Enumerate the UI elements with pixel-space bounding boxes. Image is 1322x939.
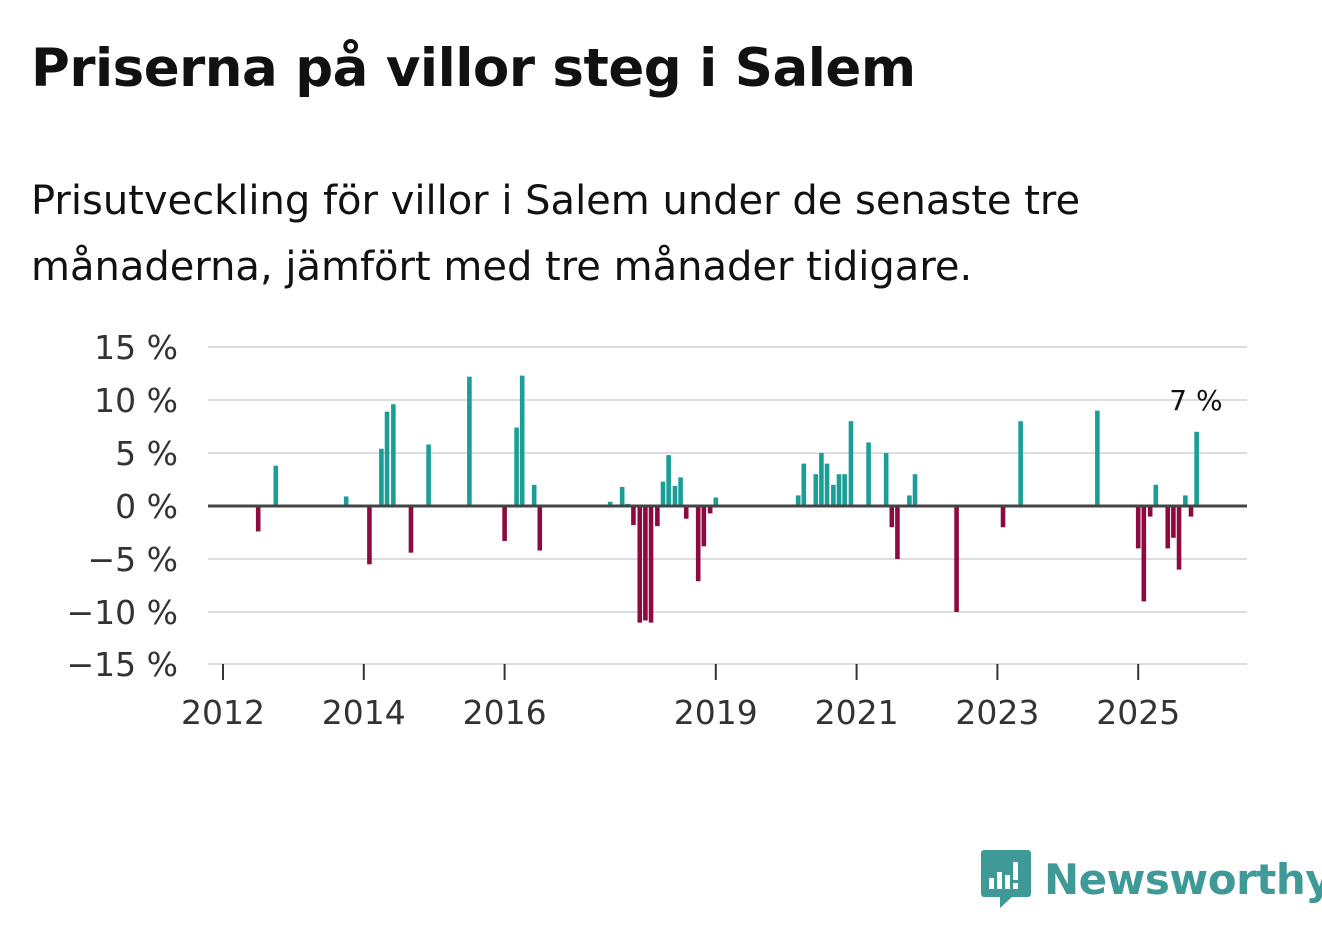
bar — [519, 375, 525, 506]
bar — [502, 506, 507, 541]
bar — [707, 506, 713, 514]
bar — [619, 486, 625, 506]
bar — [1176, 506, 1182, 570]
bar — [655, 506, 660, 527]
bar — [514, 427, 519, 506]
chart-title: Priserna på villor steg i Salem — [31, 38, 916, 99]
x-tick-label: 2023 — [955, 693, 1039, 732]
bar — [678, 477, 683, 506]
bar — [713, 497, 719, 506]
bar — [889, 506, 895, 528]
bars — [255, 375, 1199, 623]
bar — [343, 496, 349, 506]
y-tick-label: 10 % — [94, 381, 178, 420]
chart-subtitle: Prisutveckling för villor i Salem under … — [31, 178, 1081, 290]
bar — [1095, 410, 1100, 506]
bar — [273, 465, 279, 506]
bar — [883, 453, 889, 506]
bar — [666, 455, 671, 506]
bar — [1000, 506, 1006, 528]
bar — [631, 506, 636, 526]
bar — [1183, 495, 1188, 506]
bar — [848, 421, 854, 506]
x-tick-label: 2014 — [322, 693, 406, 732]
bar — [954, 506, 959, 612]
bar — [701, 506, 707, 547]
y-tick-label: −10 % — [67, 593, 179, 632]
bar — [1141, 506, 1147, 602]
bar — [637, 506, 643, 623]
brand-name: Newsworthy — [1044, 854, 1322, 904]
bar — [391, 404, 396, 506]
x-tick-label: 2021 — [815, 693, 899, 732]
x-tick-label: 2019 — [674, 693, 758, 732]
bar — [426, 444, 431, 506]
bar — [255, 506, 261, 532]
bar — [813, 474, 819, 506]
bar — [801, 463, 807, 506]
x-tick-label: 2012 — [181, 693, 265, 732]
bar — [1153, 484, 1159, 506]
axes: 15 % 10 % 5 % 0 % −5 % −10 % −15 %2012 2014 2016… — [67, 328, 1181, 732]
y-tick-label: 15 % — [94, 328, 178, 367]
bar — [1147, 506, 1153, 517]
bar — [531, 484, 537, 506]
bar — [648, 506, 654, 623]
bar — [1194, 431, 1199, 506]
y-tick-label: −5 % — [88, 540, 179, 579]
y-tick-label: −15 % — [67, 645, 179, 684]
bar — [672, 485, 678, 506]
bar — [866, 442, 871, 506]
brand: Newsworthy — [980, 848, 1322, 910]
x-tick-label: 2016 — [463, 693, 547, 732]
bar — [379, 448, 384, 506]
bar — [683, 506, 689, 519]
bar — [467, 376, 472, 506]
y-tick-label: 5 % — [115, 434, 178, 473]
bar — [1165, 506, 1171, 549]
bar — [537, 506, 543, 551]
newsworthy-logo-icon — [981, 850, 1031, 908]
bar — [836, 474, 842, 506]
bar — [660, 481, 666, 506]
bar — [367, 506, 372, 565]
bar — [1135, 506, 1141, 549]
x-tick-label: 2025 — [1096, 693, 1180, 732]
bar — [1171, 506, 1176, 538]
annotations: 7 % — [1169, 384, 1222, 417]
bar — [643, 506, 648, 621]
bar — [1018, 421, 1023, 506]
bar — [607, 501, 613, 506]
bar — [824, 463, 830, 506]
bar — [912, 474, 918, 506]
bar — [695, 506, 701, 582]
bar — [842, 474, 847, 506]
bar — [819, 453, 824, 506]
bar — [384, 411, 390, 506]
bar — [408, 506, 414, 553]
bar — [831, 484, 836, 506]
bar-chart: 15 % 10 % 5 % 0 % −5 % −10 % −15 %2012 2014 2016… — [67, 328, 1247, 732]
bar — [1188, 506, 1194, 517]
annotation-label: 7 % — [1169, 384, 1222, 417]
bar — [795, 495, 801, 506]
bar — [895, 506, 900, 559]
bar — [907, 495, 912, 506]
y-tick-label: 0 % — [115, 487, 178, 526]
